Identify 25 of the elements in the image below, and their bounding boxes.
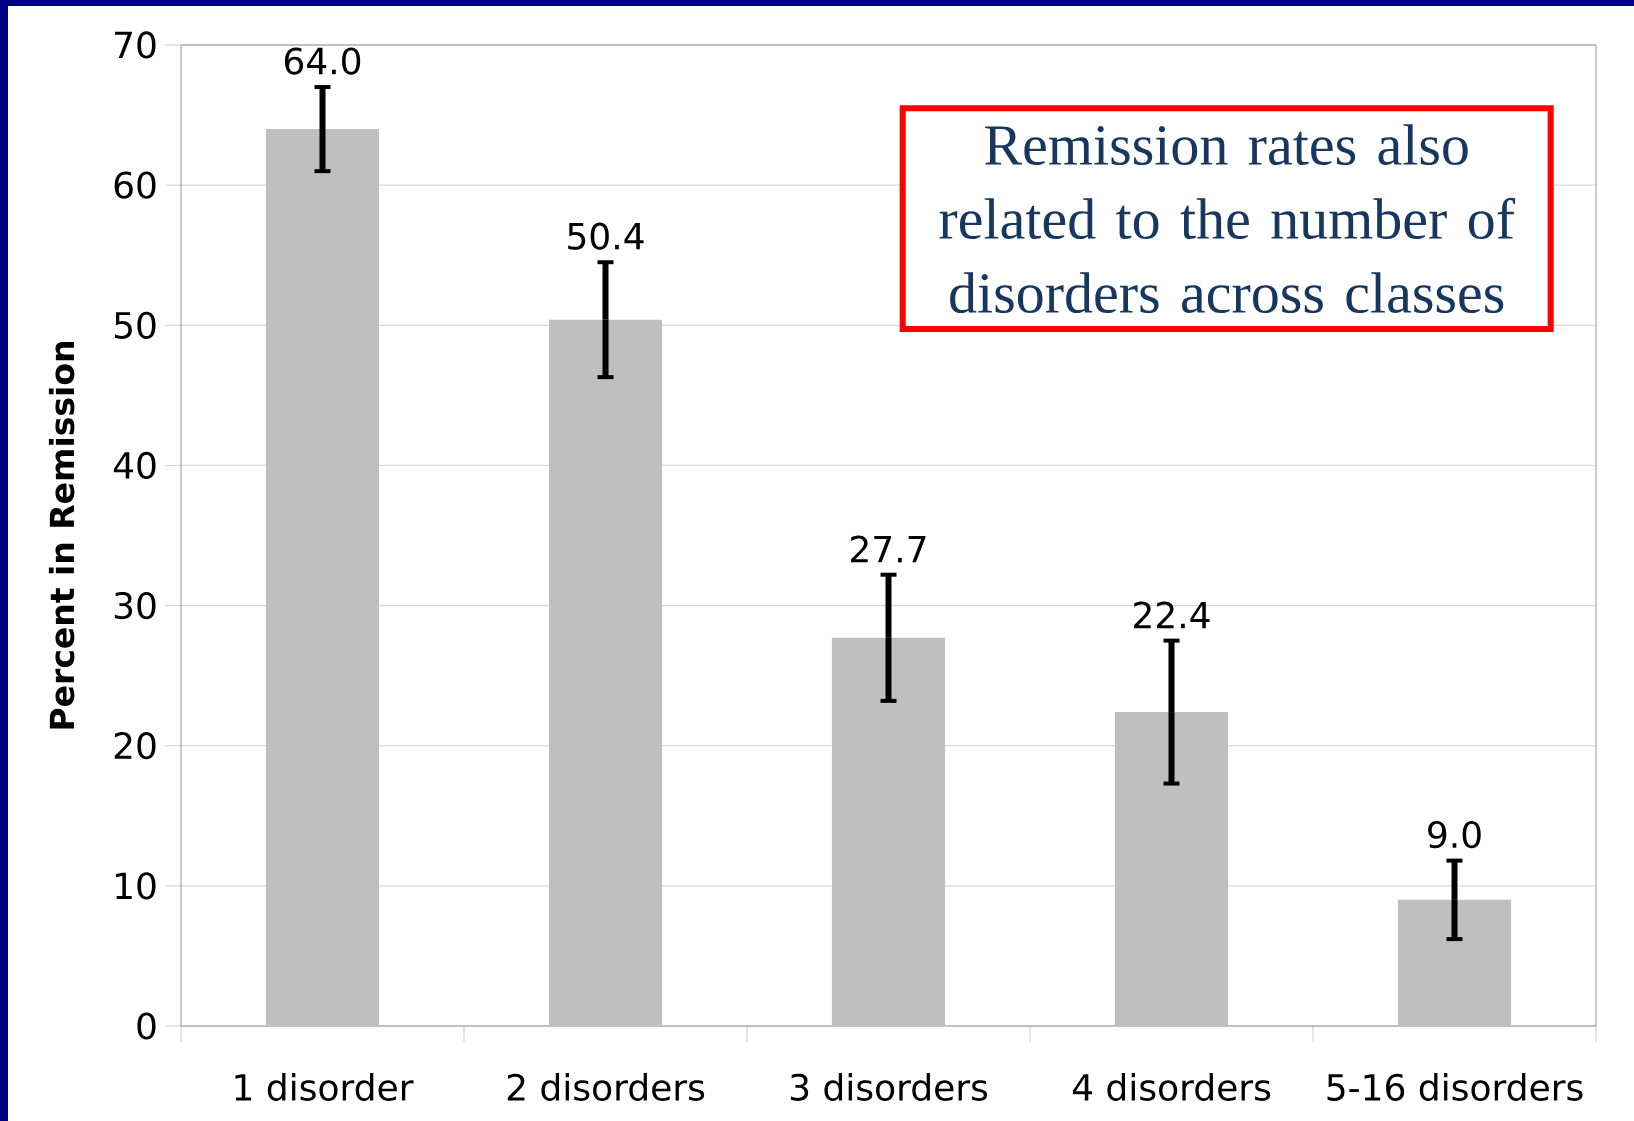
data-label: 22.4 [1134,601,1210,629]
bar [265,129,380,1026]
data-label: 9.0 [1428,821,1481,849]
y-tick-label: 40 [113,451,156,480]
x-tick-label: 5-16 disorders [1327,1073,1583,1101]
annotation: Remission rates also related to the number of disorders across classes [939,124,1516,314]
bar [831,637,946,1026]
data-label: 64.0 [284,47,361,75]
y-tick-label: 30 [114,591,156,620]
y-tick-label: 0 [137,1012,156,1040]
bar [1397,899,1512,1026]
y-tick-label: 70 [115,31,156,59]
x-tick-label: 4 disorders [1072,1073,1271,1101]
data-label: 27.7 [851,535,926,563]
bar [1114,712,1229,1026]
y-tick-label: 20 [114,732,156,760]
y-tick-label: 10 [116,872,156,900]
x-tick-label: 3 disorders [790,1073,988,1101]
y-tick-label: 60 [114,171,156,199]
x-tick-label: 1 disorder [235,1073,414,1101]
y-tick-label: 50 [114,311,156,339]
bar [548,319,663,1026]
y-axis-title: Percent in Remission [48,342,75,729]
x-tick-label: 2 disorders [507,1073,705,1101]
data-label: 50.4 [568,222,644,250]
